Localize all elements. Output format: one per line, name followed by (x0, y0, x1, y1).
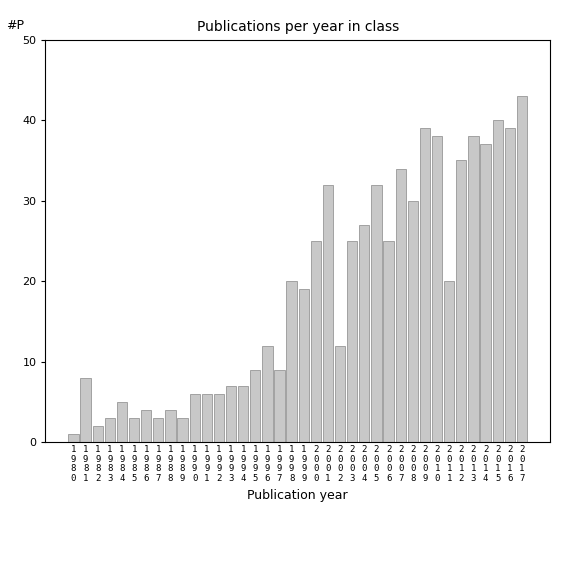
Bar (177, 418, 188, 442)
Bar (335, 346, 345, 442)
Bar (92, 426, 103, 442)
Bar (226, 386, 236, 442)
Bar (250, 370, 260, 442)
Title: Publications per year in class: Publications per year in class (197, 20, 399, 35)
Bar (68, 434, 79, 442)
Bar (153, 418, 163, 442)
Bar (286, 281, 297, 442)
Bar (432, 136, 442, 442)
Bar (505, 128, 515, 442)
Bar (359, 225, 370, 442)
Bar (493, 120, 503, 442)
Bar (408, 201, 418, 442)
Bar (383, 241, 393, 442)
Bar (396, 168, 406, 442)
Bar (117, 402, 127, 442)
Bar (81, 378, 91, 442)
Bar (189, 394, 200, 442)
Bar (420, 128, 430, 442)
Bar (274, 370, 285, 442)
Bar (105, 418, 115, 442)
Bar (165, 410, 176, 442)
Bar (347, 241, 357, 442)
Bar (202, 394, 212, 442)
Bar (262, 346, 273, 442)
Bar (238, 386, 248, 442)
Bar (141, 410, 151, 442)
Bar (371, 185, 382, 442)
X-axis label: Publication year: Publication year (247, 489, 348, 502)
Bar (214, 394, 224, 442)
Bar (480, 145, 490, 442)
Bar (129, 418, 139, 442)
Bar (468, 136, 479, 442)
Bar (311, 241, 321, 442)
Bar (444, 281, 454, 442)
Bar (517, 96, 527, 442)
Bar (323, 185, 333, 442)
Bar (456, 160, 467, 442)
Bar (299, 289, 309, 442)
Y-axis label: #P: #P (6, 19, 24, 32)
